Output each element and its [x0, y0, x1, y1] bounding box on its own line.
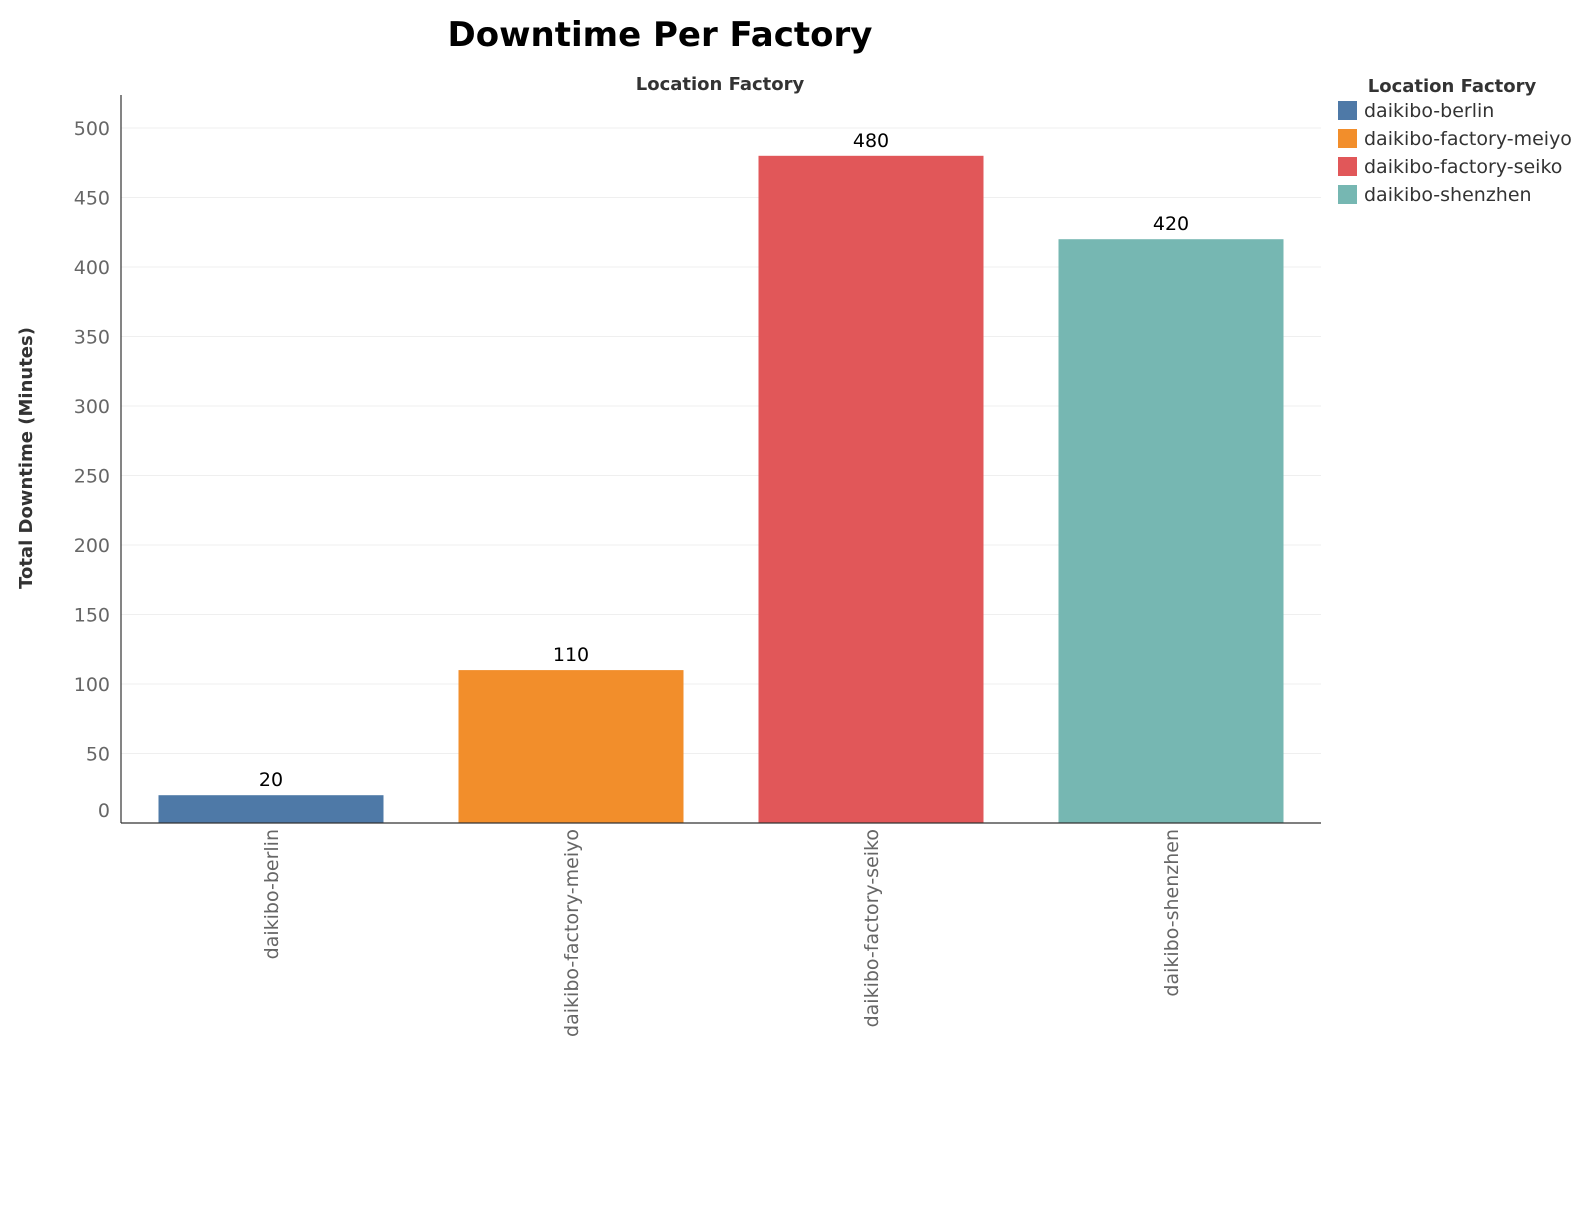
bar-daikibo-shenzhen	[1058, 239, 1284, 823]
x-tick-label: daikibo-factory-seiko	[861, 829, 883, 1027]
bar-value-label: 110	[553, 644, 589, 666]
legend-swatch	[1338, 101, 1357, 120]
legend-swatch	[1338, 129, 1357, 148]
bar-daikibo-factory-seiko	[758, 155, 984, 824]
y-tick-label: 150	[74, 605, 110, 627]
bar-value-labels: 20 110 480 420	[259, 130, 1189, 791]
y-tick-label: 350	[74, 327, 110, 349]
legend-items: daikibo-berlin daikibo-factory-meiyo daiki…	[1338, 100, 1572, 206]
x-tick-label: daikibo-berlin	[261, 829, 283, 959]
chart-title: Downtime Per Factory	[448, 15, 873, 55]
gridlines	[121, 127, 1321, 754]
x-axis-ticks: daikibo-berlin daikibo-factory-meiyo daiki…	[261, 829, 1183, 1037]
bar-value-label: 20	[259, 769, 283, 791]
legend-entry: daikibo-shenzhen	[1364, 184, 1532, 206]
legend-entry: daikibo-factory-seiko	[1364, 156, 1562, 178]
y-axis-label: Total Downtime (Minutes)	[16, 327, 37, 589]
bar-value-label: 420	[1153, 213, 1189, 235]
legend-swatch	[1338, 185, 1357, 204]
legend: Location Factory daikibo-berlin daikibo-f…	[1338, 76, 1572, 206]
bars	[158, 155, 1284, 824]
column-header: Location Factory	[636, 74, 805, 95]
legend-entry: daikibo-factory-meiyo	[1364, 128, 1572, 150]
bar-value-label: 480	[853, 130, 889, 152]
x-tick-label: daikibo-shenzhen	[1161, 829, 1183, 997]
y-tick-label: 50	[86, 744, 110, 766]
legend-entry: daikibo-berlin	[1364, 100, 1494, 122]
y-tick-label: 400	[74, 257, 110, 279]
x-tick-label: daikibo-factory-meiyo	[561, 829, 583, 1037]
y-tick-label: 200	[74, 535, 110, 557]
y-tick-label: 500	[74, 118, 110, 140]
y-tick-label: 250	[74, 466, 110, 488]
y-tick-label: 450	[74, 188, 110, 210]
legend-swatch	[1338, 157, 1357, 176]
y-tick-label: 300	[74, 396, 110, 418]
legend-title: Location Factory	[1368, 76, 1537, 97]
bar-daikibo-berlin	[158, 795, 384, 823]
bar-daikibo-factory-meiyo	[458, 670, 684, 823]
y-tick-label: 100	[74, 674, 110, 696]
y-axis-ticks: 0 50 100 150 200 250 300 350 400 450 500	[74, 118, 110, 822]
y-tick-label: 0	[98, 800, 110, 822]
